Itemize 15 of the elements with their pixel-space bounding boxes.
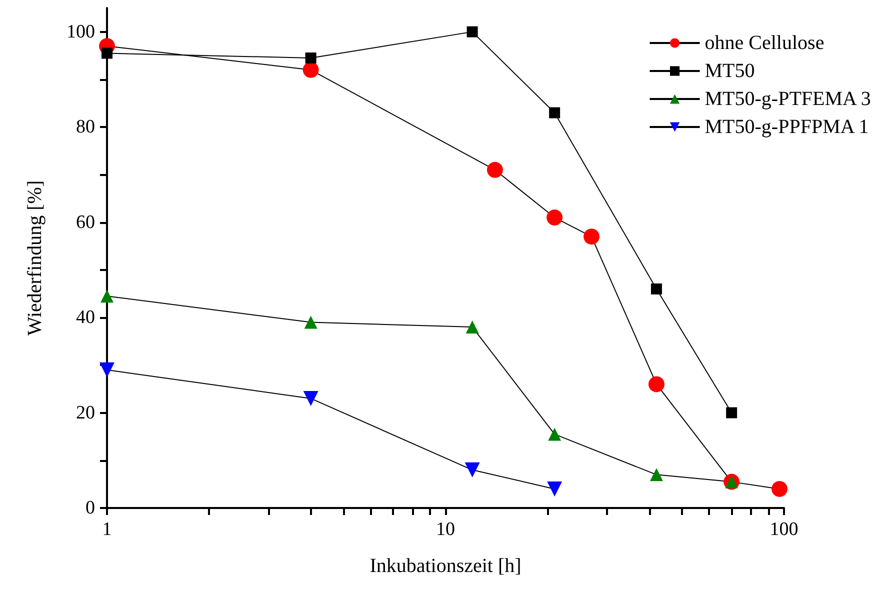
y-tick-label: 40 [76,307,95,328]
y-axis-title: Wiederfindung [%] [24,180,46,336]
y-tick-label: 60 [76,212,95,233]
y-tick-label: 20 [76,402,95,424]
x-tick-label: 100 [770,519,798,540]
x-axis-title: Inkubationszeit [h] [370,555,522,577]
y-tick-label: 0 [86,498,95,518]
legend-label: MT50 [704,60,755,82]
legend-label: MT50-g-PPFPMA 1 [704,116,869,138]
x-tick-label: 1 [102,519,112,540]
x-tick-label: 10 [436,519,455,540]
legend-label: ohne Cellulose [704,32,824,54]
y-tick-label: 80 [76,116,95,138]
legend-label: MT50-g-PTFEMA 3 [704,88,871,110]
y-tick-label: 100 [66,21,95,42]
